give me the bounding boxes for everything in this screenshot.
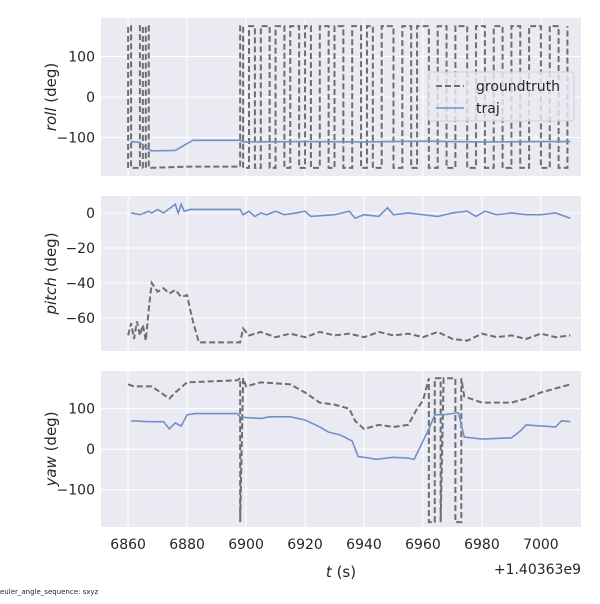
panel-pitch: 0 −20 −40 −60 pitch (deg) [42, 196, 581, 351]
x-tick-label: 6940 [346, 537, 382, 553]
legend-label-traj: traj [476, 101, 500, 117]
series-groundtruth [127, 376, 571, 524]
y-axis-label: yaw (deg) [42, 411, 60, 487]
x-axis-label: t (s) [326, 563, 356, 581]
y-axis-label: roll (deg) [42, 63, 60, 131]
y-tick-label: −100 [57, 131, 95, 147]
y-tick-label: −40 [65, 276, 95, 292]
y-tick-label: 0 [86, 206, 95, 222]
x-tick-label: 6900 [228, 537, 264, 553]
legend-box [427, 71, 575, 122]
y-tick-label: 0 [86, 90, 95, 106]
series-groundtruth [127, 25, 569, 169]
x-label-var: t [326, 563, 333, 581]
x-tick-label: 6960 [405, 537, 441, 553]
x-tick-label: 7000 [523, 537, 559, 553]
y-tick-label: 0 [86, 442, 95, 458]
plot-area [101, 196, 581, 351]
footer-note: euler_angle_sequence: sxyz [0, 588, 99, 596]
y-tick-label: −20 [65, 241, 95, 257]
x-label-unit: (s) [332, 563, 356, 581]
x-tick-label: 6880 [169, 537, 205, 553]
y-label-var: yaw [42, 455, 60, 487]
y-label-unit: (deg) [42, 63, 60, 108]
x-tick-label: 6980 [464, 537, 500, 553]
series-groundtruth [127, 280, 571, 344]
y-tick-label: 100 [68, 49, 95, 65]
y-label-var: pitch [42, 277, 60, 315]
y-tick-label: 100 [68, 402, 95, 418]
legend: groundtruth traj [427, 71, 575, 122]
y-tick-label: −60 [65, 311, 95, 327]
x-tick-label: 6920 [287, 537, 323, 553]
y-axis-label: pitch (deg) [42, 232, 60, 315]
series-traj [130, 201, 571, 220]
y-label-unit: (deg) [42, 411, 60, 456]
legend-label-groundtruth: groundtruth [476, 79, 560, 95]
y-label-unit: (deg) [42, 232, 60, 277]
x-tick-label: 6860 [110, 537, 146, 553]
series-traj [131, 139, 571, 152]
x-offset-text: +1.40363e9 [494, 562, 581, 578]
series-traj [131, 411, 571, 461]
y-label-var: roll [42, 107, 60, 132]
y-tick-label: −100 [57, 483, 95, 499]
